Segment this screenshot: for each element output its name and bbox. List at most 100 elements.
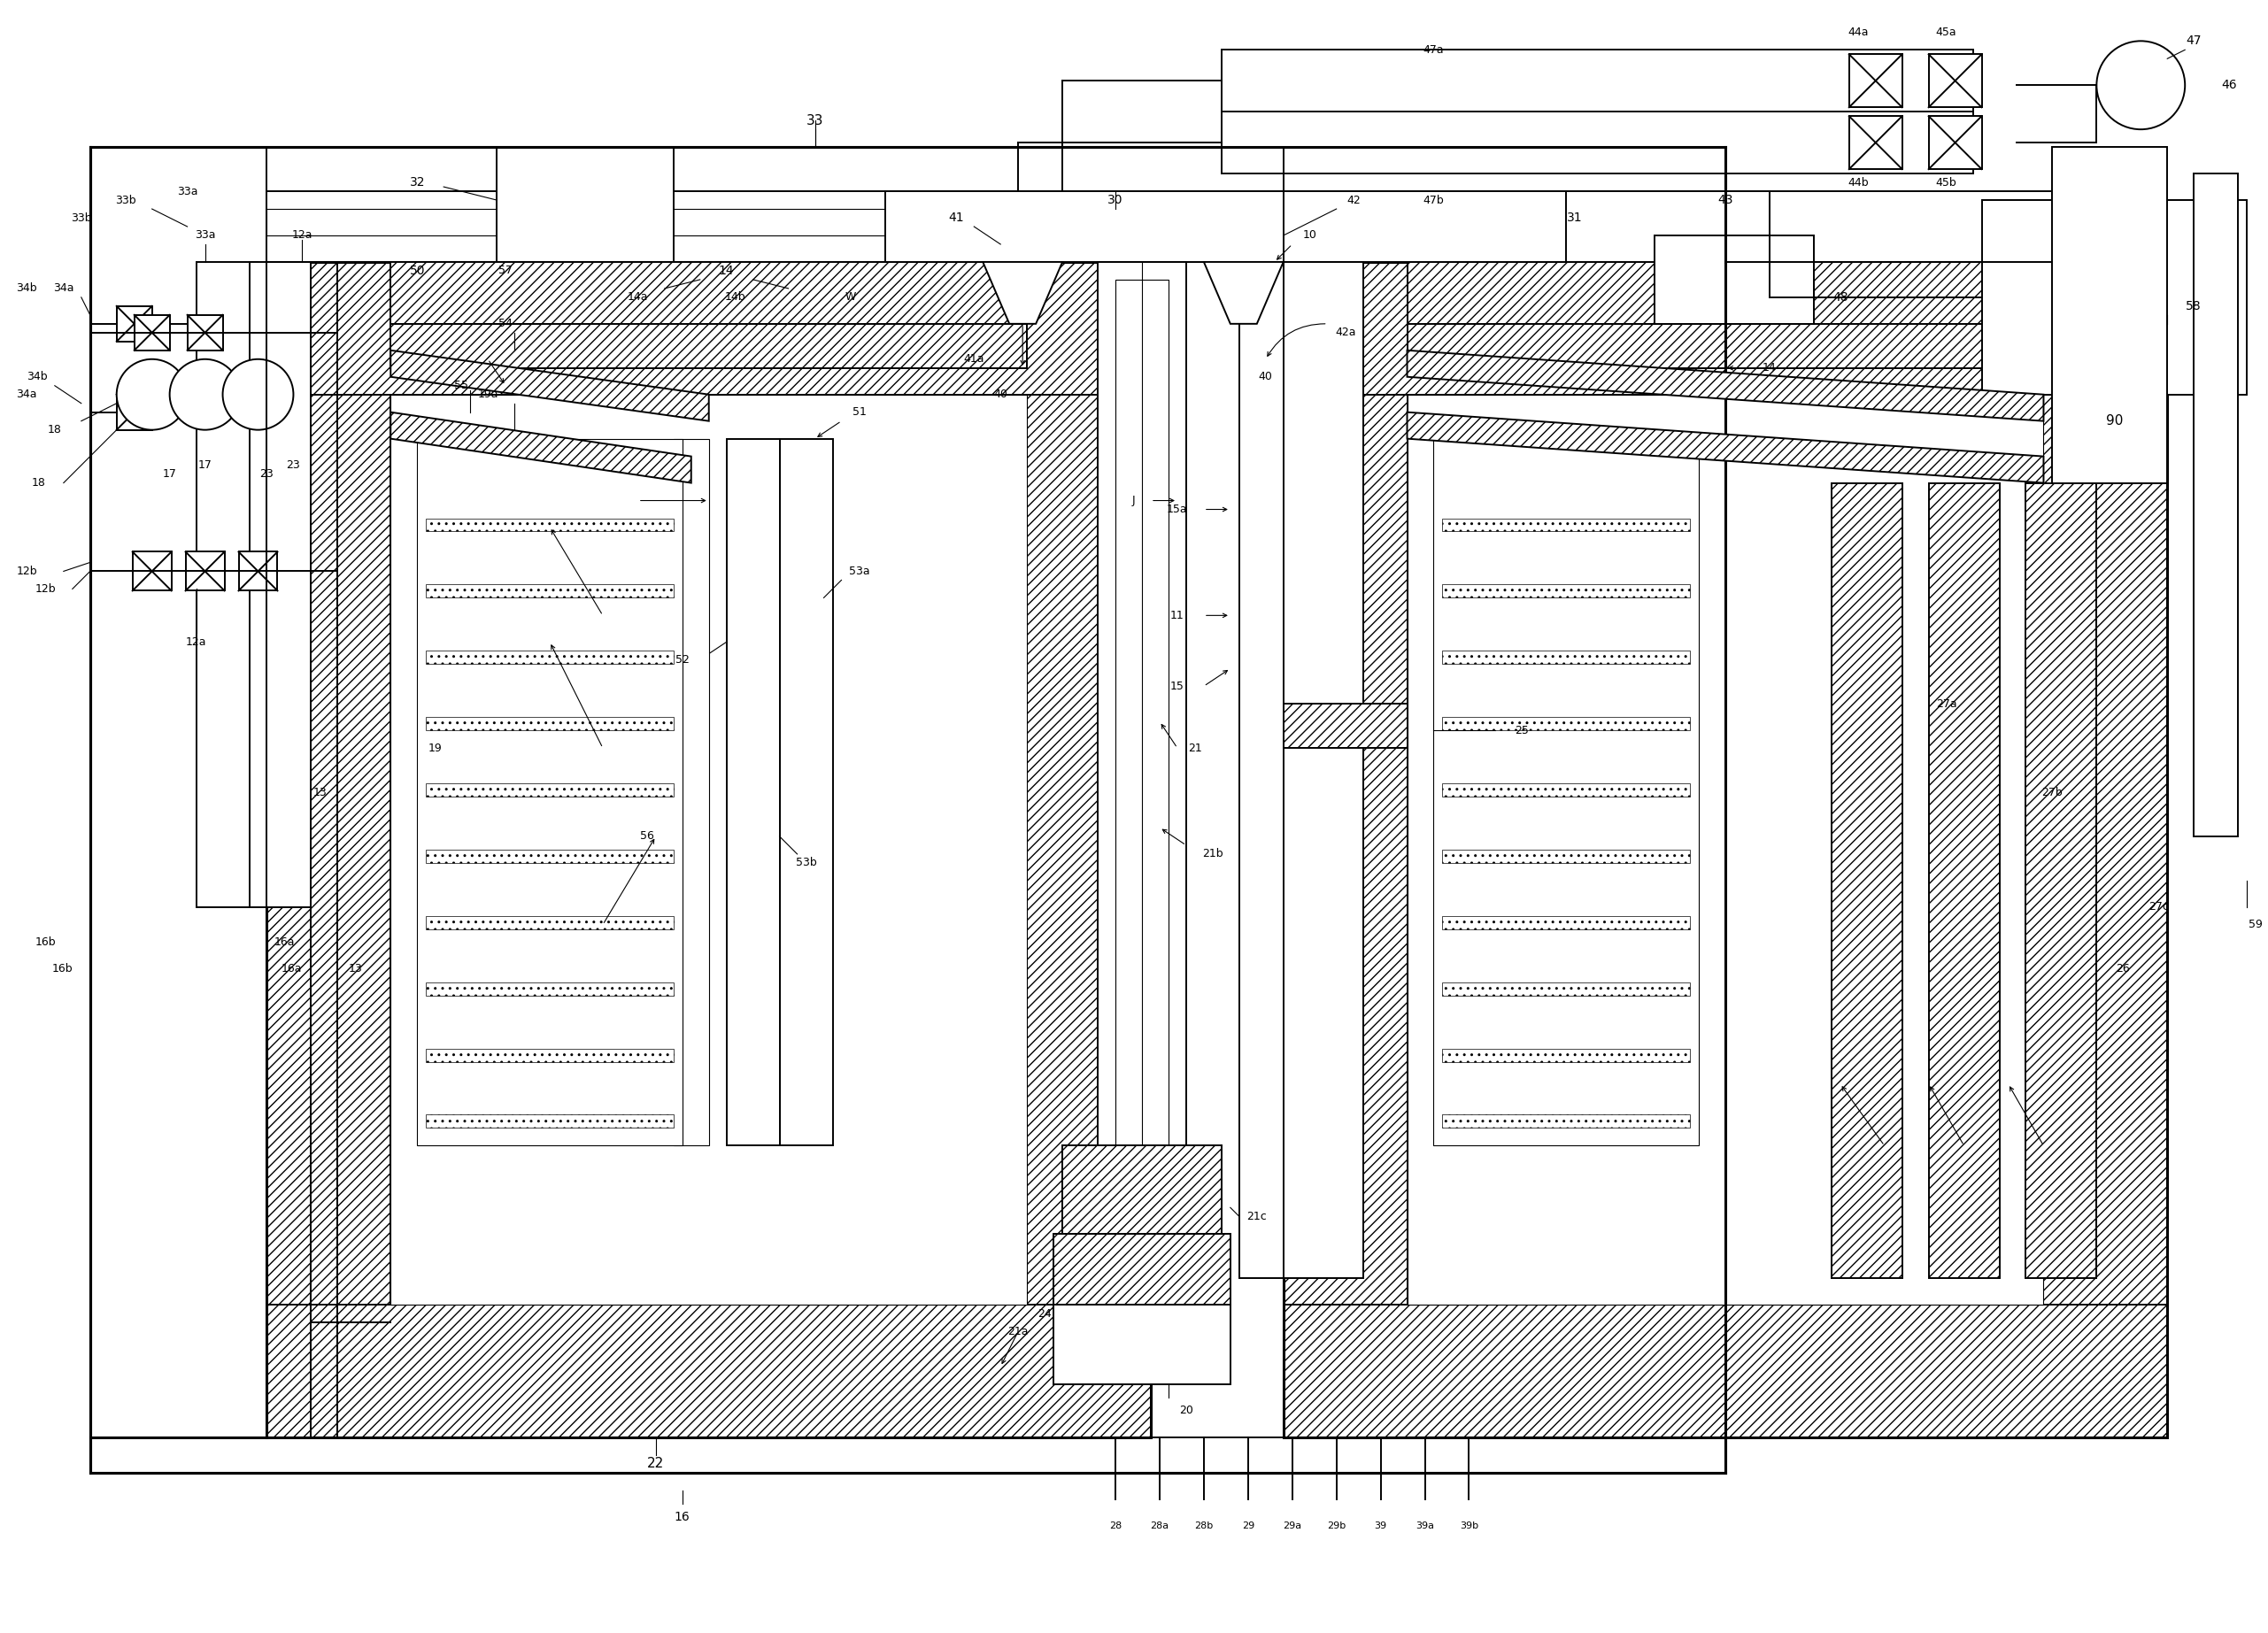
Bar: [1442, 652, 1690, 665]
Bar: [1656, 235, 1814, 323]
Text: 48: 48: [1833, 291, 1848, 304]
Text: 39: 39: [1374, 1522, 1386, 1530]
Bar: [1406, 305, 2043, 367]
Text: 58: 58: [2186, 300, 2202, 312]
Text: 28: 28: [1109, 1522, 1123, 1530]
Bar: [1830, 483, 1903, 1279]
Text: 19a: 19a: [479, 389, 499, 400]
Bar: [1442, 1048, 1690, 1061]
Text: 12b: 12b: [16, 565, 36, 576]
Text: 18: 18: [48, 425, 61, 436]
Bar: [1116, 279, 1168, 1305]
Text: 34a: 34a: [16, 389, 36, 400]
Bar: [1284, 704, 1406, 748]
Bar: [1442, 981, 1690, 996]
Text: 16a: 16a: [274, 937, 295, 949]
Bar: [1238, 261, 1363, 1279]
Bar: [1222, 51, 1973, 111]
Text: 47: 47: [2186, 34, 2202, 47]
Bar: [497, 147, 674, 261]
Polygon shape: [1204, 261, 1284, 323]
Bar: [134, 315, 170, 351]
Text: 21a: 21a: [1007, 1326, 1030, 1337]
Bar: [1928, 483, 2000, 1279]
Bar: [268, 261, 1150, 1437]
Bar: [1848, 116, 1903, 170]
Bar: [417, 439, 683, 1146]
Bar: [1442, 585, 1690, 598]
Bar: [188, 315, 222, 351]
Bar: [1567, 191, 2053, 261]
Text: 43: 43: [1717, 194, 1733, 206]
Text: 47b: 47b: [1422, 194, 1445, 206]
Bar: [1848, 54, 1903, 108]
Text: 14a: 14a: [628, 292, 649, 304]
Bar: [1982, 201, 2248, 395]
Bar: [1098, 261, 1186, 1323]
Bar: [1055, 1235, 1229, 1305]
Text: 40: 40: [1259, 371, 1272, 382]
Text: 26: 26: [2116, 963, 2130, 975]
Bar: [116, 305, 152, 341]
Bar: [116, 395, 152, 429]
Bar: [390, 305, 1027, 367]
Text: 28b: 28b: [1195, 1522, 1213, 1530]
Text: 44b: 44b: [1848, 176, 1869, 188]
Polygon shape: [1406, 351, 2043, 421]
Text: 90: 90: [2105, 415, 2123, 428]
Text: 14: 14: [719, 265, 735, 278]
Bar: [1928, 54, 1982, 108]
Bar: [1406, 261, 2043, 323]
Bar: [186, 552, 225, 591]
Bar: [249, 261, 311, 906]
Text: 17: 17: [197, 459, 211, 470]
Text: 29b: 29b: [1327, 1522, 1345, 1530]
Bar: [195, 261, 259, 906]
Text: 16a: 16a: [281, 963, 302, 975]
Bar: [1284, 261, 2168, 395]
Text: 13: 13: [313, 787, 327, 799]
Text: 56: 56: [640, 831, 653, 843]
Text: 45a: 45a: [1937, 26, 1957, 38]
Bar: [426, 518, 674, 531]
Text: 39b: 39b: [1461, 1522, 1479, 1530]
Bar: [674, 439, 710, 1146]
Text: 55: 55: [454, 380, 469, 392]
Text: 42a: 42a: [1336, 327, 1356, 338]
Bar: [132, 552, 172, 591]
Text: 51: 51: [853, 407, 866, 418]
Bar: [426, 717, 674, 730]
Bar: [1284, 1305, 2168, 1437]
Text: 18: 18: [32, 477, 45, 488]
Bar: [2193, 173, 2239, 836]
Text: 33b: 33b: [70, 212, 91, 224]
Circle shape: [2096, 41, 2184, 129]
Bar: [1284, 261, 1406, 1437]
Text: 34a: 34a: [52, 283, 75, 294]
Bar: [390, 261, 1027, 323]
Text: 19: 19: [429, 743, 442, 754]
Text: 11: 11: [1170, 609, 1184, 621]
Circle shape: [170, 359, 240, 429]
Bar: [426, 1115, 674, 1128]
Text: 30: 30: [1107, 194, 1123, 206]
Bar: [268, 191, 1726, 261]
Text: 25: 25: [1515, 725, 1529, 736]
Text: 27c: 27c: [2148, 901, 2168, 913]
Text: 47a: 47a: [1424, 44, 1445, 56]
Text: 33: 33: [807, 114, 823, 127]
Text: 12a: 12a: [186, 637, 206, 648]
Text: 54: 54: [499, 318, 513, 330]
Text: 31: 31: [1567, 212, 1583, 224]
Bar: [2025, 483, 2096, 1279]
Text: 17: 17: [163, 469, 177, 480]
Bar: [1055, 1305, 1229, 1385]
Text: 41a: 41a: [964, 353, 984, 364]
Text: 15a: 15a: [1166, 503, 1188, 514]
Bar: [268, 209, 1726, 235]
Text: 53a: 53a: [848, 565, 869, 576]
Text: 16: 16: [674, 1511, 689, 1524]
Polygon shape: [1406, 412, 2043, 483]
Bar: [426, 585, 674, 598]
Bar: [2053, 147, 2168, 483]
